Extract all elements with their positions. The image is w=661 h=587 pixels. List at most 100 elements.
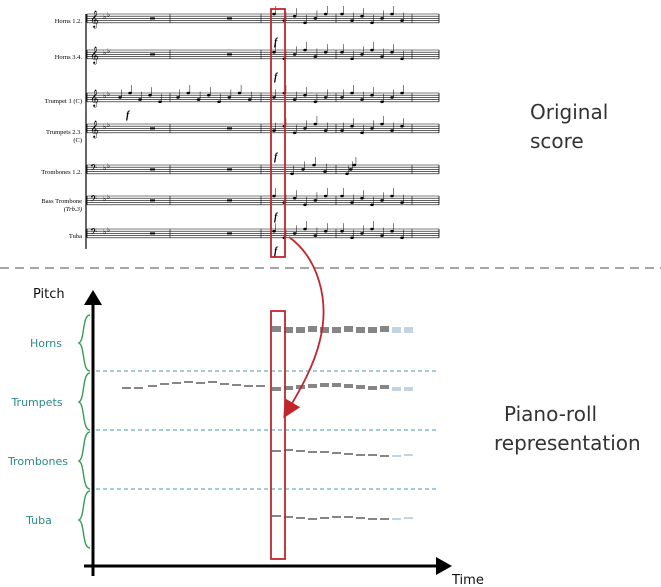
flat-icon: ♭ [103,164,106,172]
label-horns-1-2: Horns 1.2. [55,18,83,25]
note-head [313,234,318,237]
note-head [360,196,364,200]
note-head [350,236,354,240]
note-head [340,129,344,132]
note-head [158,100,162,104]
note-head [345,172,349,176]
rest-mark [150,232,155,235]
note-head [313,17,318,20]
score-highlight-box [270,8,286,258]
flat-icon: ♭ [103,123,106,131]
note-head [390,194,394,198]
note-head [312,163,316,167]
note-head [303,48,307,52]
flat-icon: ♭ [107,11,110,19]
note-head [340,194,344,198]
flat-icon: ♭ [103,13,106,21]
caption-representation: representation [494,431,641,455]
note-head [400,201,404,204]
note-head [390,50,394,54]
note-head [272,129,276,132]
rest-mark [227,232,232,235]
note-head [390,96,394,99]
dynamic-trumpet1: f [126,110,131,121]
note-head [390,229,394,233]
note-head [313,122,318,126]
note-head [370,227,374,231]
flat-icon: ♭ [107,121,110,129]
brace-tuba [77,490,91,549]
flat-icon: ♭ [103,228,106,236]
flat-icon: ♭ [107,193,110,201]
note-head [138,98,142,101]
note-head [380,199,384,202]
note-head [400,57,404,61]
time-axis-label: Time [451,573,484,587]
note-head [206,93,211,97]
piano-roll: Pitch Time Horns Trumpets Trombones Tuba… [7,287,641,587]
rest-mark [227,199,232,202]
note-head [303,93,307,97]
dynamic-trumpets23: f [274,152,279,163]
note-head [350,201,354,204]
rest-mark [150,199,155,202]
bass-clef-icon: 𝄢 [90,194,97,207]
note-head [400,91,404,95]
label-trumpets-2-3: Trumpets 2.3. [46,129,82,136]
pitch-axis-arrowhead [84,290,102,305]
group-label-trumpets: Trumpets [10,396,62,409]
note-head [380,234,384,237]
caption-original: Original [530,100,608,124]
brace-trumpets [77,372,91,431]
note-head [118,96,122,99]
treble-clef-icon: 𝄞 [90,10,99,28]
note-head [323,12,328,16]
note-head [370,48,374,52]
label-trumpet-1: Trumpet 1 (C) [45,98,82,105]
flat-icon: ♭ [107,90,110,98]
note-head [303,203,307,207]
note-head [360,14,364,18]
note-head [128,91,132,95]
note-head [340,229,344,233]
note-head [323,129,328,132]
note-head [323,170,327,173]
dynamic-horns34: f [274,72,279,83]
flat-icon: ♭ [107,47,110,55]
note-head [247,98,252,101]
rest-mark [227,168,232,171]
original-score: 𝄞 ♭ ♭𝄞 ♭ ♭𝄞 ♭ ♭𝄞 ♭ ♭𝄢 ♭ ♭𝄢 ♭ ♭𝄢 ♭ ♭ Horns 1.2. Horns 3… [41,6,608,258]
treble-clef-icon: 𝄞 [90,46,99,64]
bass-clef-icon: 𝄢 [90,163,97,176]
note-head [350,57,354,61]
rest-mark [227,17,232,20]
note-head [292,232,297,235]
rest-mark [227,127,232,130]
note-head [380,122,384,126]
flat-icon: ♭ [107,162,110,170]
note-head [272,50,276,54]
group-label-trombones: Trombones [7,455,68,468]
time-axis-arrowhead [436,557,452,575]
group-label-horns: Horns [30,337,62,350]
treble-clef-icon: 𝄞 [90,89,99,107]
note-head [237,91,242,95]
note-head [292,131,297,135]
note-head [217,100,221,104]
note-head [292,53,297,56]
label-trombones-1-2: Trombones 1.2. [41,169,82,176]
note-head [350,91,354,95]
note-head [340,96,344,99]
mapping-arrow [283,236,325,419]
note-head [313,199,318,202]
note-head [348,168,353,171]
note-head [303,127,307,130]
note-head [303,21,307,25]
label-bass-trombone: Bass Trombone [41,198,82,205]
note-head [301,168,305,171]
note-head [400,19,404,22]
note-head [272,194,276,198]
note-head [272,229,276,233]
note-head [313,55,318,58]
